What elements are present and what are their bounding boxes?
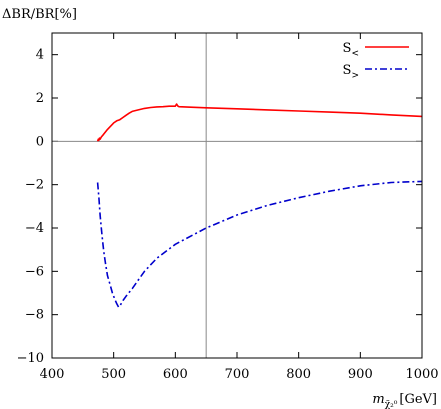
x-axis-label-subscript: χ̃₂⁰ [385, 399, 398, 409]
series-line-s-greater [96, 180, 423, 308]
y-tick-label: 0 [36, 134, 44, 149]
legend-label-main: S [343, 41, 352, 56]
reference-lines [52, 33, 422, 358]
y-tick-label: 2 [36, 91, 44, 106]
plot-frame [51, 32, 423, 359]
x-tick-label: 600 [163, 367, 188, 382]
x-tick-label: 1000 [405, 367, 438, 382]
x-axis-label: mχ̃₂⁰ [GeV] [372, 392, 437, 409]
axes: −10 −8 −6 −4 −2 0 2 4 400 500 600 700 800 900 1000 ΔBR/… [2, 7, 439, 409]
x-tick-label: 500 [101, 367, 126, 382]
y-tick-label: −8 [25, 308, 44, 323]
x-tick-label: 800 [286, 367, 311, 382]
legend-label-s-greater: S> [343, 63, 359, 81]
legend-label-sub: < [351, 49, 359, 59]
legend-label-s-less: S< [343, 41, 359, 59]
legend: S<S> [343, 41, 409, 81]
y-axis-label: ΔBR/BR[%] [2, 7, 77, 22]
y-tick-label: −4 [25, 221, 44, 236]
legend-label-main: S [343, 63, 352, 78]
legend-label-sub: > [351, 71, 359, 81]
y-tick-label: −2 [25, 178, 44, 193]
series-layer [96, 103, 423, 308]
y-tick-label: −10 [17, 351, 44, 366]
series-line-s-less [96, 103, 423, 142]
y-tick-label: 4 [36, 48, 44, 63]
y-tick-label: −6 [25, 264, 44, 279]
x-axis-label-unit: [GeV] [399, 392, 437, 407]
x-tick-label: 400 [40, 367, 65, 382]
x-axis-label-main: m [372, 392, 384, 407]
x-tick-label: 900 [348, 367, 373, 382]
x-tick-label: 700 [225, 367, 250, 382]
